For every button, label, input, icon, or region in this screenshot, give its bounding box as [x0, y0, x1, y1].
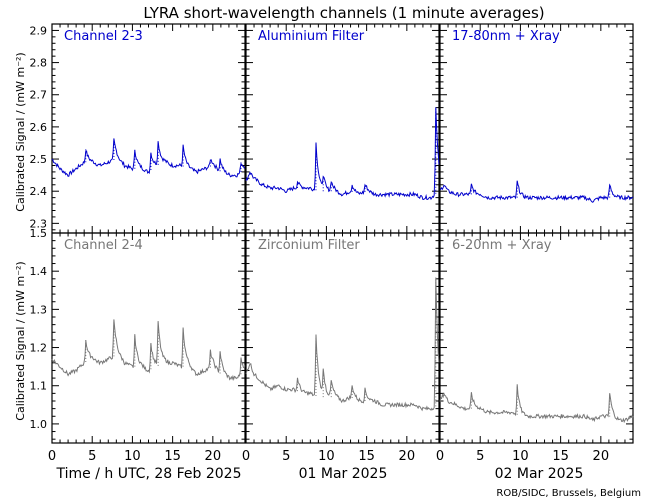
- series-line: [245, 107, 440, 201]
- x-tick-label: 15: [164, 449, 181, 464]
- x-tick-label: 20: [399, 449, 416, 464]
- y-tick-label: 1.0: [30, 418, 48, 431]
- y-tick-label: 2.4: [30, 185, 48, 198]
- x-tick-label: 15: [358, 449, 375, 464]
- panel-label: Aluminium Filter: [258, 29, 365, 44]
- series-line: [51, 138, 246, 178]
- x-axis-label-day-1: Time / h UTC, 28 Feb 2025: [56, 466, 242, 482]
- x-tick-label: 0: [436, 449, 444, 464]
- x-tick-label: 0: [48, 449, 56, 464]
- y-tick-label: 2.9: [30, 24, 48, 37]
- panel-label: Channel 2-4: [64, 238, 143, 253]
- panel-top-1: Channel 2-3: [51, 23, 246, 234]
- y-axis-label-bottom: Calibrated Signal / (mW m⁻²): [14, 261, 27, 420]
- panel-bottom-1: Channel 2-4 0 5 10 15 20: [48, 232, 246, 464]
- y-axis-label-top: Calibrated Signal / (mW m⁻²): [14, 52, 27, 211]
- series-line: [245, 277, 440, 412]
- x-tick-label: 5: [88, 449, 96, 464]
- series-line: [439, 384, 634, 424]
- panel-label: Channel 2-3: [64, 29, 143, 44]
- y-tick-label: 1.5: [30, 227, 48, 240]
- chart-title: LYRA short-wavelength channels (1 minute…: [143, 4, 544, 22]
- panel-label: Zirconium Filter: [258, 238, 360, 253]
- x-tick-label: 10: [512, 449, 529, 464]
- panel-top-2: Aluminium Filter: [245, 23, 440, 234]
- x-tick-label: 5: [476, 449, 484, 464]
- x-tick-label: 20: [205, 449, 222, 464]
- x-axis-label-day-2: 01 Mar 2025: [299, 466, 388, 482]
- x-tick-label: 20: [593, 449, 610, 464]
- panel-label: 17-80nm + Xray: [452, 29, 560, 44]
- panel-label: 6-20nm + Xray: [452, 238, 552, 253]
- y-tick-label: 1.1: [30, 380, 48, 393]
- panel-top-3: 17-80nm + Xray: [439, 23, 634, 234]
- x-tick-label: 10: [318, 449, 335, 464]
- series-line: [51, 319, 246, 381]
- x-tick-label: 5: [282, 449, 290, 464]
- y-tick-label: 2.5: [30, 153, 48, 166]
- series-line: [439, 180, 634, 203]
- panel-bottom-3: 6-20nm + Xray 0 5 10 15 20: [436, 232, 634, 464]
- panel-bottom-2: Zirconium Filter 0 5 10 15 20: [242, 232, 440, 464]
- y-tick-label: 2.7: [30, 89, 48, 102]
- y-tick-label: 1.2: [30, 342, 48, 355]
- y-tick-label: 2.3: [30, 217, 48, 230]
- y-tick-label: 2.6: [30, 121, 48, 134]
- footer-credit: ROB/SIDC, Brussels, Belgium: [496, 488, 641, 499]
- panel-grid: Channel 2-3 Aluminium Filter 17-80nm + Xra…: [30, 23, 634, 464]
- y-tick-label: 1.3: [30, 303, 48, 316]
- x-tick-label: 15: [552, 449, 569, 464]
- x-axis-label-day-3: 02 Mar 2025: [495, 466, 584, 482]
- y-tick-label: 2.8: [30, 57, 48, 70]
- y-tick-label: 1.4: [30, 265, 48, 278]
- x-tick-label: 0: [242, 449, 250, 464]
- x-tick-label: 10: [124, 449, 141, 464]
